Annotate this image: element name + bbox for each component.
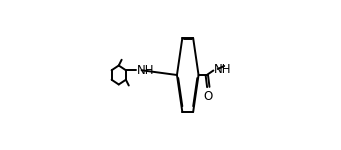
Text: NH: NH (214, 63, 232, 76)
Text: NH: NH (137, 64, 155, 77)
Text: O: O (204, 90, 213, 103)
